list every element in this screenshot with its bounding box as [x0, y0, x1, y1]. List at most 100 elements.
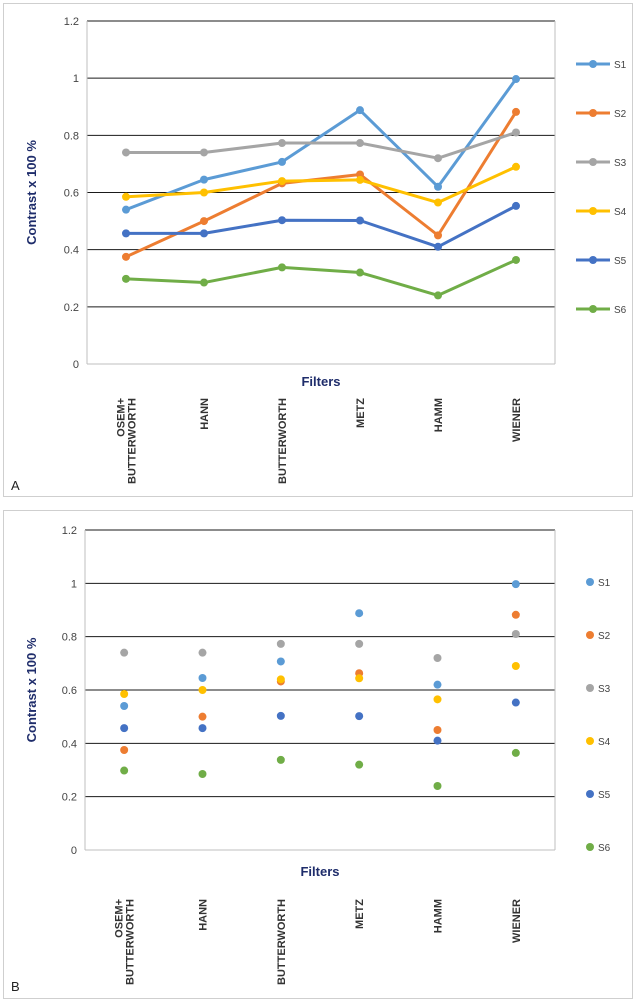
scatter-chart-b: 0 0.2 0.4 0.6 0.8 1 1.2 Contrast x 100 % Filters… — [11, 525, 611, 994]
data-point-s6 — [200, 278, 208, 287]
panel-label: A — [11, 478, 20, 493]
data-point-s2 — [200, 217, 208, 226]
data-point-s3 — [276, 639, 285, 648]
legend-marker-s2 — [586, 631, 594, 639]
y-axis-title: Contrast x 100 % — [24, 637, 39, 742]
data-point-s5 — [511, 698, 520, 707]
chart-panel-b: 0 0.2 0.4 0.6 0.8 1 1.2 Contrast x 100 % Filters… — [3, 510, 633, 999]
x-category-label-group: METZ — [354, 899, 366, 929]
data-point-s3 — [120, 648, 129, 657]
data-point-s1 — [122, 205, 130, 214]
y-tick-label: 1.2 — [62, 525, 77, 537]
legend-label-s3: S3 — [598, 684, 611, 695]
x-category-label-line: OSEM+ — [116, 398, 128, 437]
x-category-label-line: BUTTERWORTH — [277, 398, 289, 484]
data-point-s3 — [356, 139, 364, 148]
data-point-s6 — [434, 291, 442, 300]
x-category-label-line: BUTTERWORTH — [276, 899, 288, 985]
x-category-label: METZ — [355, 398, 367, 428]
y-tick-label: 1.2 — [64, 16, 79, 28]
series-line-s4 — [125, 165, 517, 205]
series-line-s5 — [126, 204, 517, 249]
data-point-s1 — [512, 75, 520, 84]
y-tick-label: 1 — [71, 578, 77, 590]
x-category-label: BUTTERWORTH — [277, 398, 289, 484]
y-tick-label: 0.2 — [62, 792, 77, 804]
data-point-s2 — [122, 252, 130, 261]
chart-panel-a: 0 0.2 0.4 0.6 0.8 1 1.2 Contrast x 100 % Filters… — [3, 3, 633, 497]
line-chart-a: 0 0.2 0.4 0.6 0.8 1 1.2 Contrast x 100 % Filters… — [11, 16, 627, 493]
data-point-s4 — [276, 675, 285, 684]
data-point-s3 — [122, 148, 130, 157]
data-point-s4 — [355, 674, 364, 683]
x-category-label-group: OSEM+BUTTERWORTH — [116, 398, 139, 484]
y-tick-label: 0 — [71, 845, 77, 857]
legend-label-s6: S6 — [614, 305, 627, 316]
data-point-s5 — [276, 711, 285, 720]
data-point-s2 — [433, 726, 442, 734]
x-category-label-line: OSEM+ — [114, 899, 126, 938]
data-point-s6 — [120, 766, 129, 775]
data-point-s2 — [434, 231, 442, 240]
legend-marker-s4 — [586, 737, 594, 745]
x-category-label-line: HANN — [199, 398, 211, 430]
data-point-s2 — [120, 746, 129, 754]
data-point-s6 — [278, 263, 286, 272]
x-category-label-line: HAMM — [433, 899, 445, 933]
x-category-label: HAMM — [433, 899, 445, 933]
data-point-s3 — [200, 148, 208, 157]
data-point-s6 — [511, 748, 520, 757]
data-point-s2 — [198, 712, 207, 721]
legend-marker-s1 — [586, 578, 594, 586]
data-point-s2 — [511, 610, 520, 619]
y-tick-label: 0.4 — [64, 245, 79, 257]
data-point-s5 — [355, 712, 364, 721]
y-tick-label: 0.4 — [62, 738, 77, 750]
x-category-label: HANN — [199, 398, 211, 430]
x-category-label-group: BUTTERWORTH — [277, 398, 289, 484]
x-axis-title: Filters — [301, 374, 340, 389]
data-point-s1 — [356, 106, 364, 115]
data-point-s5 — [356, 216, 364, 225]
legend-label-s5: S5 — [614, 256, 627, 267]
data-point-s4 — [120, 690, 129, 698]
data-point-s3 — [433, 654, 442, 662]
x-category-label-line: HANN — [198, 899, 210, 931]
data-point-s5 — [512, 201, 520, 210]
x-category-label: OSEM+BUTTERWORTH — [116, 398, 139, 484]
x-category-label: HAMM — [433, 398, 445, 432]
data-point-s4 — [356, 175, 364, 184]
series-line-s2 — [125, 111, 518, 259]
legend-label-s2: S2 — [598, 631, 611, 642]
legend-marker-s6 — [586, 843, 594, 851]
data-point-s3 — [198, 648, 207, 657]
x-category-label-line: METZ — [355, 398, 367, 428]
x-category-label-line: WIENER — [511, 398, 523, 442]
series-line-s6 — [125, 258, 517, 297]
legend-label-s5: S5 — [598, 790, 611, 801]
data-point-s5 — [200, 229, 208, 238]
x-category-label-group: BUTTERWORTH — [276, 899, 288, 985]
legend-marker-s6 — [589, 305, 597, 313]
data-point-s6 — [198, 770, 207, 778]
data-point-s6 — [512, 255, 520, 264]
x-category-label-group: HAMM — [433, 398, 445, 432]
x-category-label-line: METZ — [354, 899, 366, 929]
data-point-s1 — [120, 702, 129, 710]
data-point-s3 — [512, 128, 520, 137]
legend-marker-s5 — [586, 790, 594, 798]
x-category-label-group: METZ — [355, 398, 367, 428]
legend-label-s4: S4 — [598, 737, 611, 748]
data-point-s1 — [355, 609, 364, 618]
x-category-label-line: BUTTERWORTH — [125, 899, 137, 985]
y-axis-title: Contrast x 100 % — [24, 140, 39, 245]
data-point-s5 — [120, 724, 129, 733]
data-point-s5 — [122, 229, 130, 238]
data-point-s4 — [511, 662, 520, 670]
data-point-s4 — [122, 192, 130, 201]
legend-marker-s3 — [589, 158, 597, 166]
legend-label-s2: S2 — [614, 109, 627, 120]
y-tick-label: 0.8 — [64, 130, 79, 142]
legend-marker-s2 — [589, 109, 597, 117]
data-point-s5 — [198, 724, 207, 733]
